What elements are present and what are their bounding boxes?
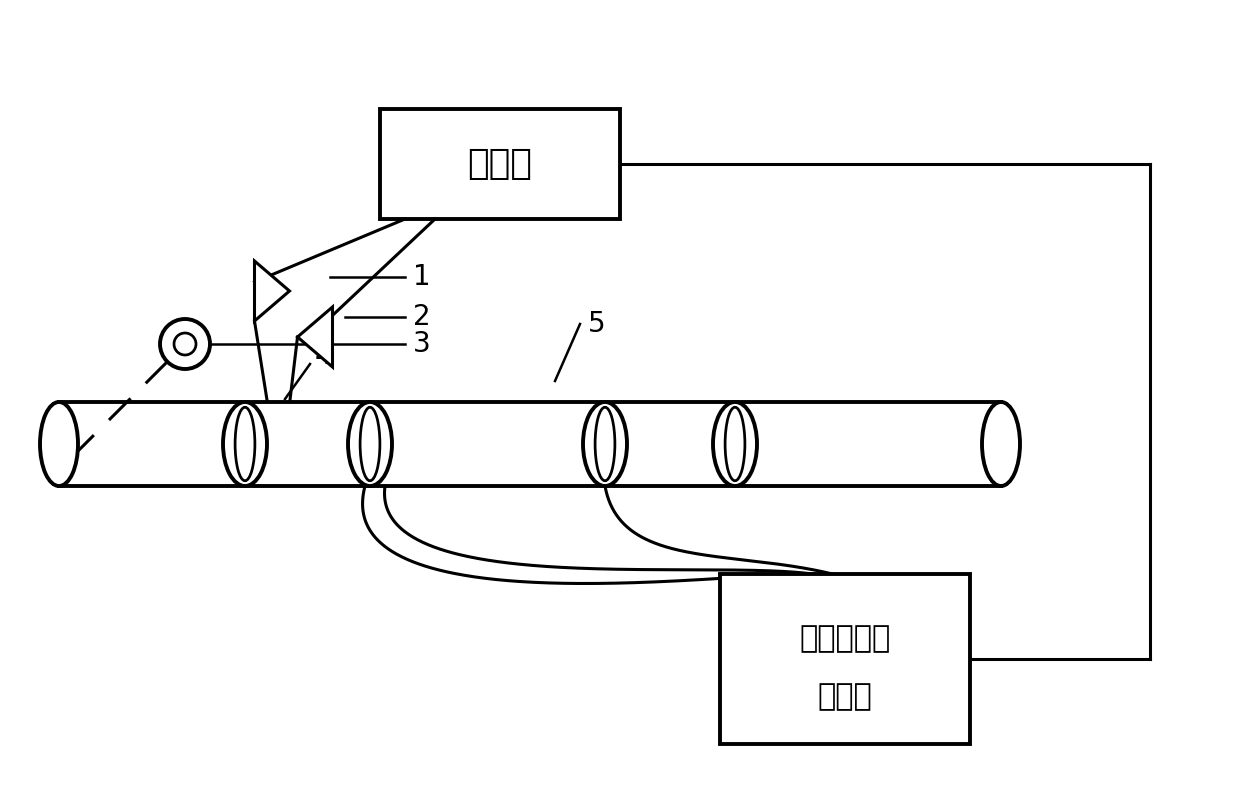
Text: 4: 4: [315, 342, 332, 370]
Ellipse shape: [713, 402, 756, 486]
Polygon shape: [298, 307, 332, 367]
Ellipse shape: [982, 402, 1021, 486]
Text: 及显示: 及显示: [817, 682, 873, 711]
Circle shape: [174, 333, 196, 355]
Ellipse shape: [360, 407, 379, 481]
Text: 5: 5: [588, 310, 605, 338]
Polygon shape: [254, 261, 289, 321]
Ellipse shape: [348, 402, 392, 486]
Text: 1: 1: [413, 263, 430, 291]
Text: 分子泵: 分子泵: [467, 147, 532, 181]
Circle shape: [160, 319, 210, 369]
Text: 2: 2: [413, 303, 430, 331]
Text: 3: 3: [413, 330, 430, 358]
Ellipse shape: [583, 402, 627, 486]
Bar: [720, 574, 970, 744]
Bar: [379, 109, 620, 219]
Text: 计算机控制: 计算机控制: [800, 624, 890, 653]
Ellipse shape: [40, 402, 78, 486]
Ellipse shape: [236, 407, 255, 481]
Ellipse shape: [595, 407, 615, 481]
Ellipse shape: [725, 407, 745, 481]
Ellipse shape: [223, 402, 267, 486]
